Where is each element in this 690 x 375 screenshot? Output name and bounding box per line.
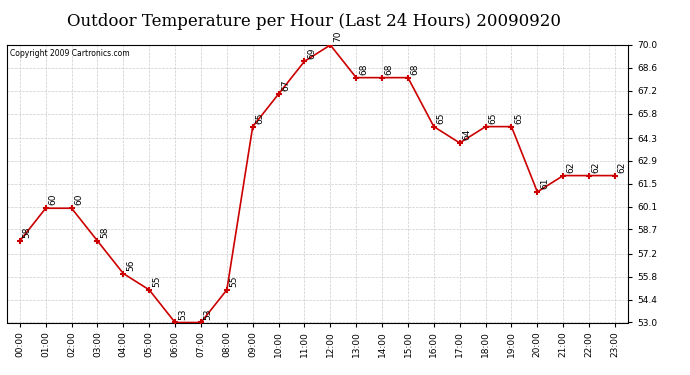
- Text: 55: 55: [230, 276, 239, 287]
- Text: 65: 65: [514, 112, 523, 124]
- Text: 56: 56: [126, 259, 135, 271]
- Text: 70: 70: [333, 31, 342, 42]
- Text: 62: 62: [566, 161, 575, 173]
- Text: Outdoor Temperature per Hour (Last 24 Hours) 20090920: Outdoor Temperature per Hour (Last 24 Ho…: [67, 13, 561, 30]
- Text: 62: 62: [592, 161, 601, 173]
- Text: 65: 65: [255, 112, 264, 124]
- Text: 58: 58: [100, 226, 109, 238]
- Text: 53: 53: [178, 308, 187, 320]
- Text: 68: 68: [359, 63, 368, 75]
- Text: 58: 58: [23, 226, 32, 238]
- Text: 61: 61: [540, 178, 549, 189]
- Text: 68: 68: [411, 63, 420, 75]
- Text: 62: 62: [618, 161, 627, 173]
- Text: 65: 65: [437, 112, 446, 124]
- Text: 68: 68: [385, 63, 394, 75]
- Text: 53: 53: [204, 308, 213, 320]
- Text: Copyright 2009 Cartronics.com: Copyright 2009 Cartronics.com: [10, 49, 130, 58]
- Text: 60: 60: [48, 194, 57, 206]
- Text: 55: 55: [152, 276, 161, 287]
- Text: 67: 67: [282, 80, 290, 91]
- Text: 64: 64: [462, 129, 471, 140]
- Text: 60: 60: [75, 194, 83, 206]
- Text: 65: 65: [489, 112, 497, 124]
- Text: 69: 69: [307, 47, 316, 58]
